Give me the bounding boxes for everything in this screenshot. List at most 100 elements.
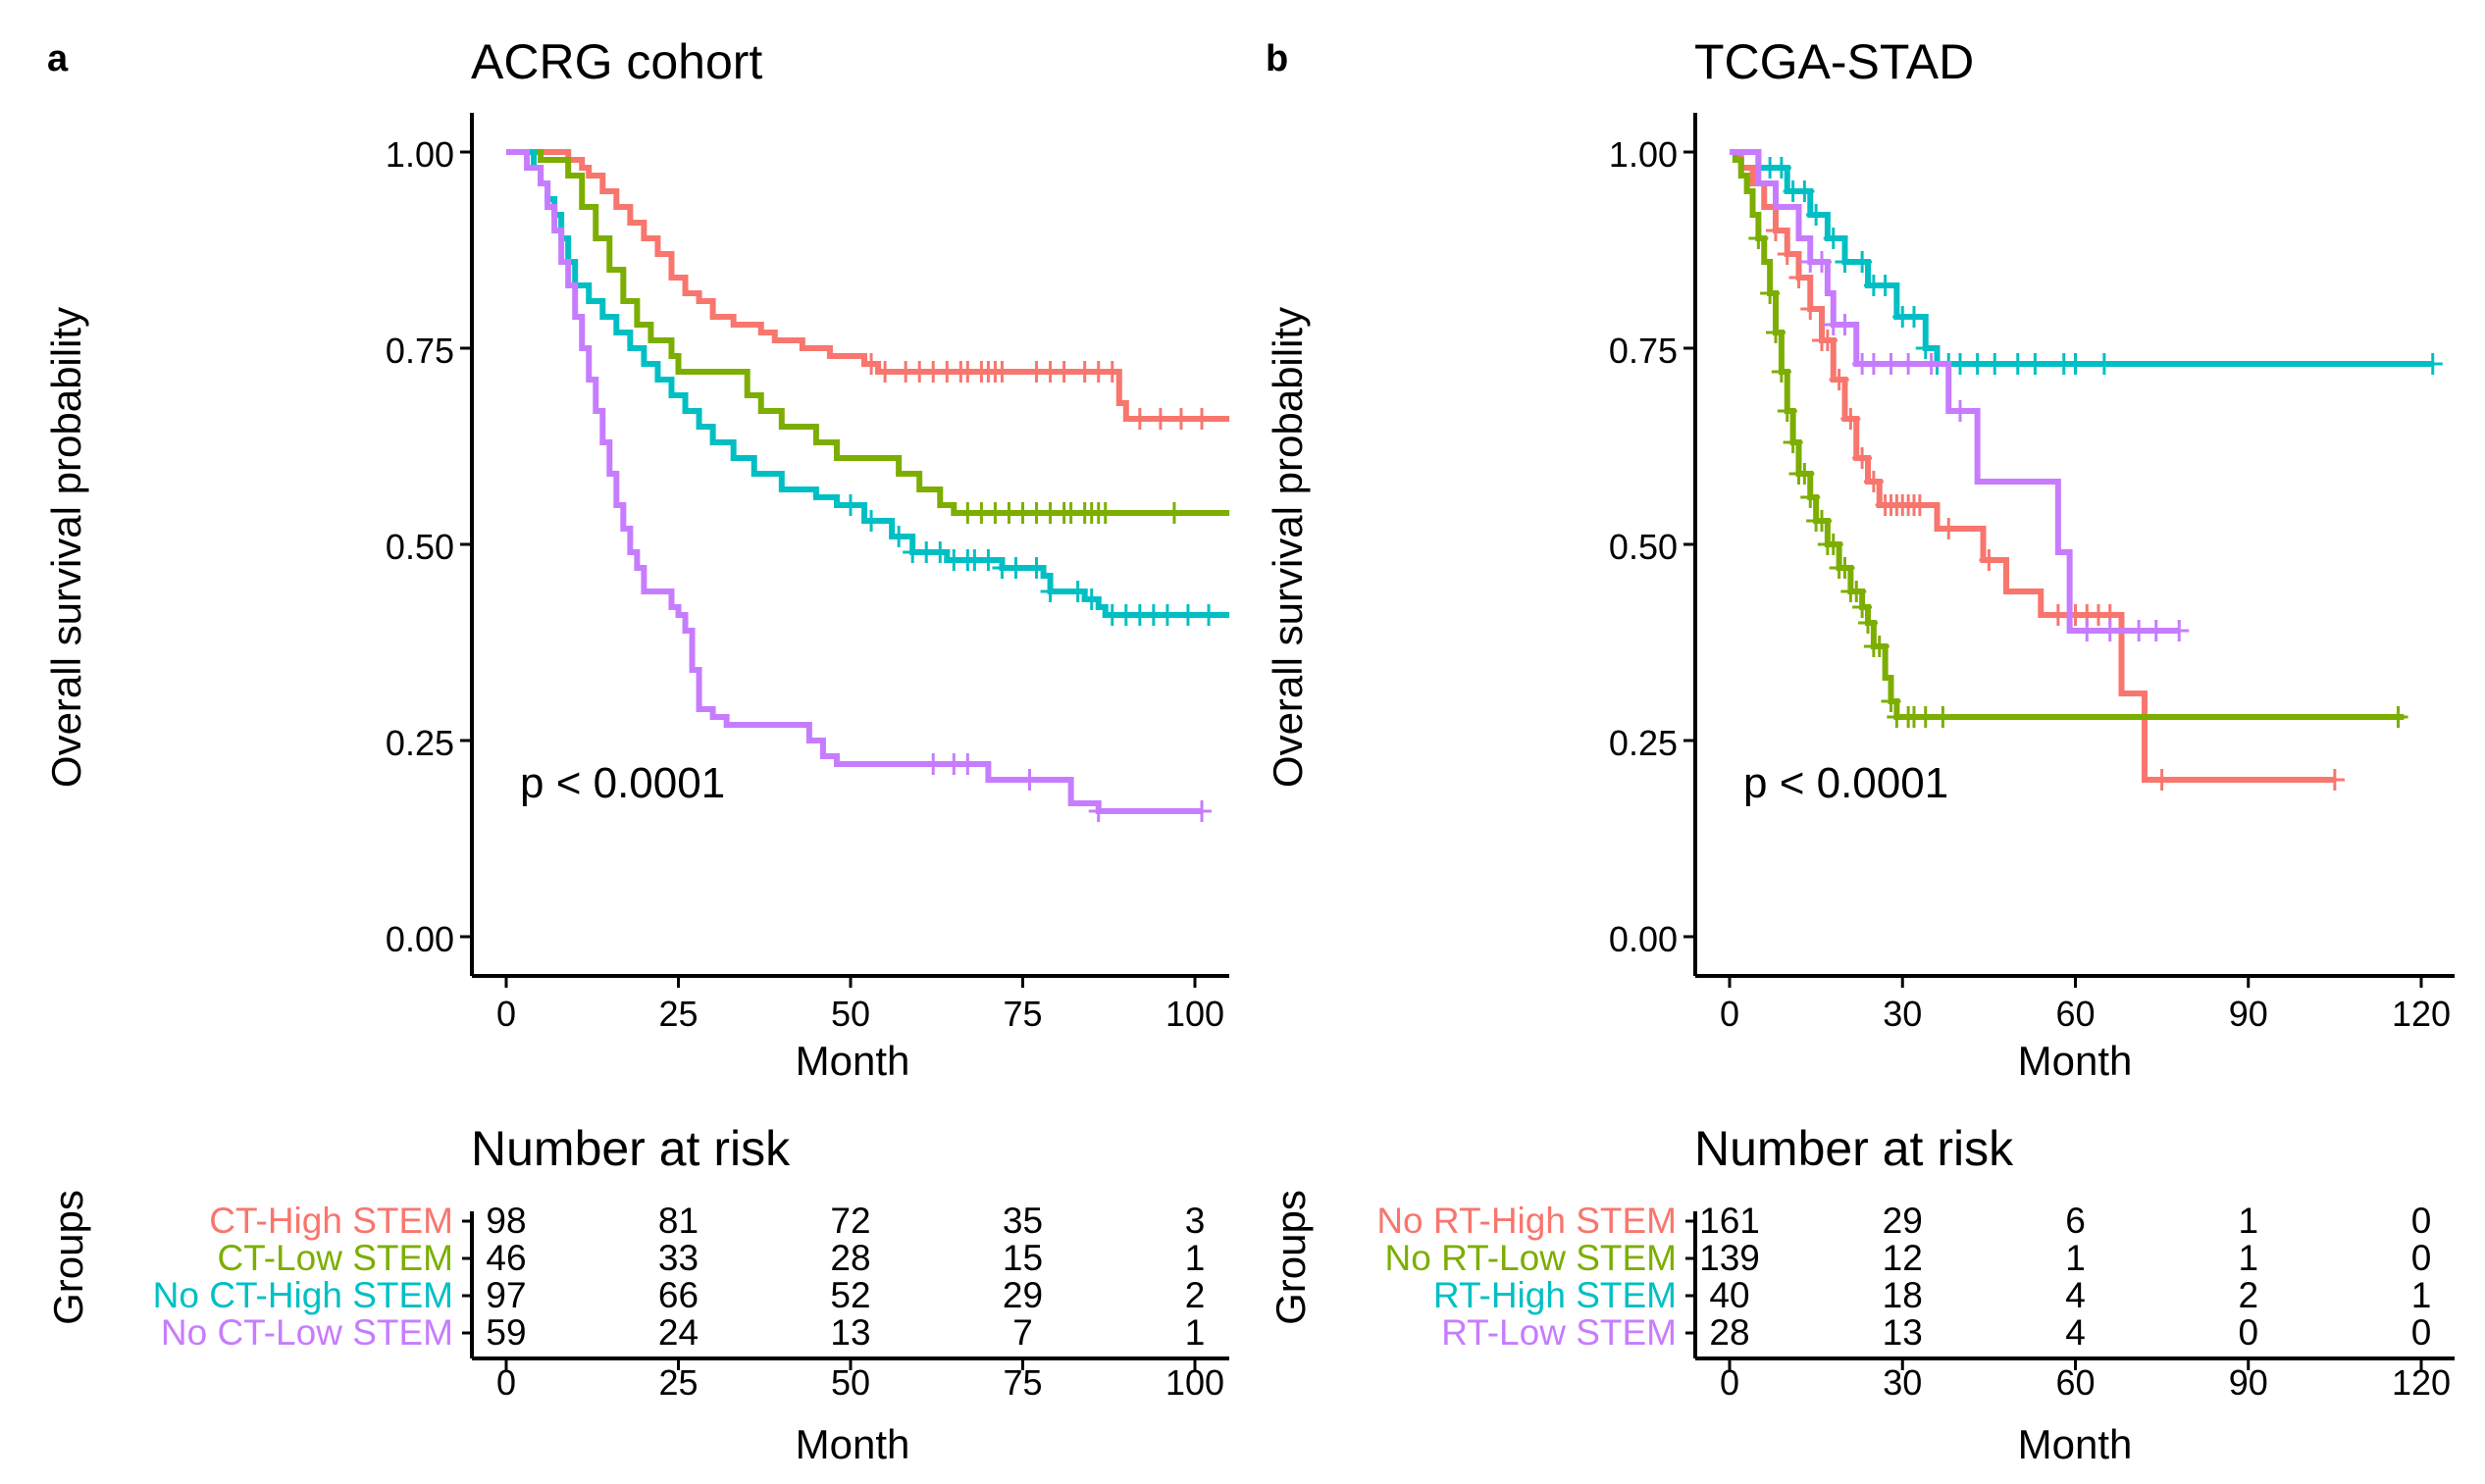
x-tick-label: 30 [1883,994,1922,1034]
risk-count: 0 [2238,1312,2258,1353]
risk-count: 1 [1185,1238,1206,1278]
risk-count: 3 [1185,1201,1206,1241]
risk-count: 28 [1709,1312,1749,1353]
risk-count: 1 [2238,1201,2258,1241]
risk-group-label: No RT-High STEM [1376,1201,1677,1241]
km-curve-ct-high [506,149,1230,422]
risk-group-label-a: CT-Low [217,1238,342,1278]
panel-a-ytick-label: 0.75 [386,331,454,371]
panel-a-pvalue: p < 0.0001 [520,759,725,807]
risk-count: 0 [2411,1201,2432,1241]
risk-group-label-b: STEM [352,1312,453,1353]
risk-group-label-b: STEM [1576,1275,1677,1315]
panel-a-ytick-label: 0.50 [386,527,454,567]
panel-a-ytick-labels: 1.00 0.75 0.50 0.25 0.00 [386,134,454,959]
risk-group-label-b: STEM [1576,1312,1677,1353]
panel-a-risk-groups-label: Groups [45,1190,91,1325]
panel-b-ytick-label: 0.00 [1609,919,1678,959]
risk-count: 7 [1012,1312,1033,1353]
risk-group-label-a: RT-Low [1441,1312,1566,1353]
risk-count: 24 [658,1312,699,1353]
risk-x-tick-label: 90 [2229,1362,2268,1403]
risk-count: 97 [486,1275,526,1315]
risk-group-label-a: No CT-High [153,1275,342,1315]
km-curve-no-rt-high [1730,149,2335,783]
risk-x-tick-label: 0 [496,1362,516,1403]
panel-b-ytick-labels: 1.00 0.75 0.50 0.25 0.00 [1609,134,1678,959]
panel-b-plot-area: 0 30 60 90 120 [1683,113,2455,1034]
km-curve-rt-high [1730,149,2433,367]
risk-count: 161 [1699,1201,1760,1241]
risk-count: 35 [1003,1201,1043,1241]
risk-x-tick-label: 60 [2055,1362,2095,1403]
risk-group-label: RT-Low STEM [1441,1312,1677,1353]
risk-group-label-b: STEM [352,1238,453,1278]
risk-count: 1 [1185,1312,1206,1353]
risk-count: 1 [2238,1238,2258,1278]
panel-a-risk-table: 0 25 50 75 100 98 81 72 35 3 46 33 28 15 1 97 66 52 29 2 59 2… [462,1201,1229,1403]
x-tick-label: 75 [1003,994,1042,1034]
risk-count: 4 [2065,1312,2086,1353]
x-tick-label: 25 [658,994,698,1034]
panel-b-pvalue: p < 0.0001 [1743,759,1948,807]
risk-group-label-a: No CT-Low [161,1312,342,1353]
risk-x-tick-label: 75 [1003,1362,1042,1403]
risk-count: 98 [486,1201,526,1241]
risk-group-label: CT-High STEM [209,1201,453,1241]
panel-a-risk-title: Number at risk [471,1121,791,1176]
panel-b-risk-group-labels: No RT-High STEM No RT-Low STEM RT-High S… [1376,1201,1677,1353]
risk-x-tick-label: 30 [1883,1362,1922,1403]
risk-x-tick-label: 50 [831,1362,870,1403]
panel-a-ytick-label: 0.00 [386,919,454,959]
risk-group-label-b: STEM [1576,1201,1677,1241]
x-tick-label: 0 [496,994,516,1034]
risk-x-tick-label: 120 [2392,1362,2451,1403]
panel-b-ytick-label: 0.75 [1609,331,1678,371]
panel-b-ytick-label: 1.00 [1609,134,1678,175]
risk-x-tick-label: 0 [1720,1362,1739,1403]
risk-count: 81 [658,1201,699,1241]
risk-count: 29 [1003,1275,1043,1315]
risk-count: 2 [1185,1275,1206,1315]
panel-a-risk-group-labels: CT-High STEM CT-Low STEM No CT-High STEM… [153,1201,453,1353]
x-tick-label: 60 [2055,994,2095,1034]
km-curve-no-rt-low [1730,149,2405,720]
panel-b-ytick-label: 0.25 [1609,723,1678,763]
risk-count: 4 [2065,1275,2086,1315]
risk-count: 1 [2411,1275,2432,1315]
panel-a-title: ACRG cohort [471,34,762,89]
risk-count: 52 [830,1275,870,1315]
risk-count: 139 [1699,1238,1760,1278]
risk-count: 13 [1883,1312,1923,1353]
panel-b-title: TCGA-STAD [1694,34,1974,89]
panel-letter-a: a [47,38,69,79]
panel-a-xlabel: Month [796,1038,910,1084]
panel-b-xlabel: Month [2018,1038,2133,1084]
risk-count: 0 [2411,1312,2432,1353]
risk-count: 33 [658,1238,699,1278]
risk-count: 72 [830,1201,870,1241]
risk-x-tick-label: 100 [1165,1362,1224,1403]
risk-group-label: No RT-Low STEM [1385,1238,1677,1278]
panel-a-plot-area: 0 25 50 75 100 [460,113,1230,1034]
risk-count: 15 [1003,1238,1043,1278]
panel-b-risk-groups-label: Groups [1268,1190,1314,1325]
risk-group-label-b: STEM [1576,1238,1677,1278]
risk-count: 29 [1883,1201,1923,1241]
risk-count: 1 [2065,1238,2086,1278]
x-tick-label: 100 [1165,994,1224,1034]
risk-group-label: No CT-High STEM [153,1275,453,1315]
risk-count: 46 [486,1238,526,1278]
panel-b-ylabel: Overall survival probability [1265,307,1311,788]
risk-count: 28 [830,1238,870,1278]
risk-count: 6 [2065,1201,2086,1241]
risk-count: 66 [658,1275,699,1315]
risk-group-label-a: CT-High [209,1201,342,1241]
x-tick-label: 0 [1720,994,1739,1034]
risk-group-label-a: No RT-Low [1385,1238,1567,1278]
risk-group-label: CT-Low STEM [217,1238,453,1278]
risk-count: 2 [2238,1275,2258,1315]
risk-x-tick-label: 25 [658,1362,698,1403]
